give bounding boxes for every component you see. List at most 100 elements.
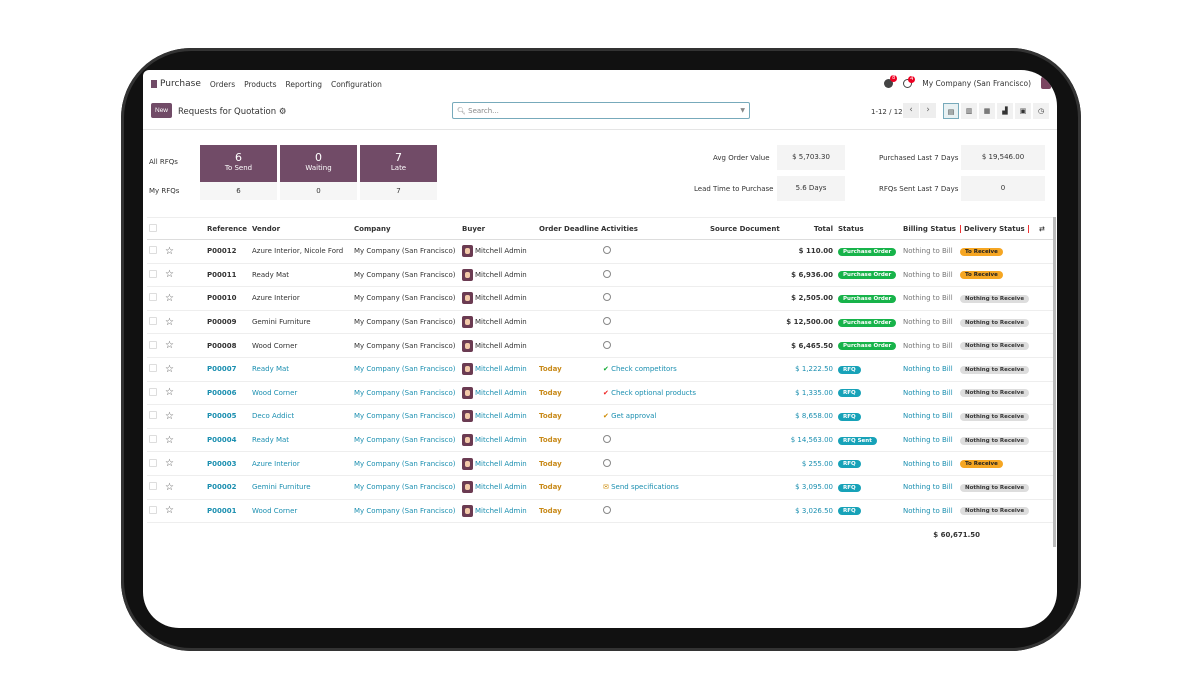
cell-activity[interactable]: Send specifications xyxy=(611,483,679,492)
menu-products[interactable]: Products xyxy=(244,79,277,89)
my-to-send[interactable]: 6 xyxy=(200,182,277,200)
header-order-deadline[interactable]: Order Deadline xyxy=(539,224,599,233)
my-late[interactable]: 7 xyxy=(360,182,437,200)
header-delivery-status[interactable]: Delivery Status xyxy=(960,224,1029,233)
cell-reference[interactable]: P00002 xyxy=(207,483,237,492)
menu-configuration[interactable]: Configuration xyxy=(330,79,382,89)
table-row[interactable]: ☆ P00005 Deco Addict My Company (San Fra… xyxy=(147,405,1053,429)
cell-reference[interactable]: P00011 xyxy=(207,270,237,279)
row-checkbox[interactable] xyxy=(149,387,157,396)
previous-page-button[interactable]: ‹ xyxy=(903,103,919,118)
caret-down-icon[interactable]: ▼ xyxy=(740,107,745,114)
priority-star-icon[interactable]: ☆ xyxy=(165,269,174,281)
cell-reference[interactable]: P00009 xyxy=(207,318,237,327)
table-row[interactable]: ☆ P00003 Azure Interior My Company (San … xyxy=(147,452,1053,476)
cell-activity[interactable]: Check competitors xyxy=(611,365,677,374)
cell-reference[interactable]: P00001 xyxy=(207,506,237,515)
row-checkbox[interactable] xyxy=(149,482,157,491)
clock-icon[interactable] xyxy=(603,317,611,326)
row-checkbox[interactable] xyxy=(149,458,157,467)
priority-star-icon[interactable]: ☆ xyxy=(165,434,174,446)
priority-star-icon[interactable]: ☆ xyxy=(165,481,174,493)
row-checkbox[interactable] xyxy=(149,435,157,444)
cell-reference[interactable]: P00012 xyxy=(207,247,237,256)
table-row[interactable]: ☆ P00010 Azure Interior My Company (San … xyxy=(147,287,1053,311)
scrollbar[interactable] xyxy=(1053,217,1056,547)
table-row[interactable]: ☆ P00009 Gemini Furniture My Company (Sa… xyxy=(147,311,1053,335)
graph-view-button[interactable]: ▟ xyxy=(997,103,1013,119)
menu-reporting[interactable]: Reporting xyxy=(285,79,322,89)
priority-star-icon[interactable]: ☆ xyxy=(165,245,174,257)
new-button[interactable]: New xyxy=(151,103,173,118)
messages-icon[interactable]: 8 xyxy=(884,74,898,88)
envelope-icon[interactable]: ✉ xyxy=(603,483,609,492)
row-checkbox[interactable] xyxy=(149,340,157,349)
cell-reference[interactable]: P00008 xyxy=(207,341,237,350)
clock-icon[interactable] xyxy=(603,246,611,255)
table-row[interactable]: ☆ P00007 Ready Mat My Company (San Franc… xyxy=(147,358,1053,382)
app-menu-purchase[interactable]: Purchase xyxy=(151,79,201,89)
row-checkbox[interactable] xyxy=(149,246,157,255)
row-checkbox[interactable] xyxy=(149,505,157,514)
list-view-button[interactable]: ▤ xyxy=(943,103,959,119)
clock-icon[interactable] xyxy=(603,269,611,278)
header-company[interactable]: Company xyxy=(354,224,391,233)
priority-star-icon[interactable]: ☆ xyxy=(165,363,174,375)
table-row[interactable]: ☆ P00002 Gemini Furniture My Company (Sa… xyxy=(147,476,1053,500)
user-avatar[interactable] xyxy=(1041,77,1051,89)
header-reference[interactable]: Reference xyxy=(207,224,248,233)
clock-icon[interactable] xyxy=(603,293,611,302)
optional-columns-icon[interactable]: ⇄ xyxy=(1039,224,1045,233)
table-row[interactable]: ☆ P00006 Wood Corner My Company (San Fra… xyxy=(147,382,1053,406)
table-row[interactable]: ☆ P00008 Wood Corner My Company (San Fra… xyxy=(147,334,1053,358)
header-buyer[interactable]: Buyer xyxy=(462,224,486,233)
menu-orders[interactable]: Orders xyxy=(209,79,236,89)
priority-star-icon[interactable]: ☆ xyxy=(165,340,174,352)
table-row[interactable]: ☆ P00001 Wood Corner My Company (San Fra… xyxy=(147,500,1053,524)
check-icon[interactable]: ✔ xyxy=(603,365,609,374)
activity-view-button[interactable]: ◷ xyxy=(1033,103,1049,119)
priority-star-icon[interactable]: ☆ xyxy=(165,387,174,399)
priority-star-icon[interactable]: ☆ xyxy=(165,292,174,304)
table-row[interactable]: ☆ P00011 Ready Mat My Company (San Franc… xyxy=(147,264,1053,288)
header-status[interactable]: Status xyxy=(838,224,864,233)
cell-reference[interactable]: P00004 xyxy=(207,436,237,445)
header-activities[interactable]: Activities xyxy=(601,224,638,233)
clock-icon[interactable] xyxy=(603,435,611,444)
cell-reference[interactable]: P00005 xyxy=(207,412,237,421)
tile-to-send[interactable]: 6 To Send xyxy=(200,145,277,182)
row-checkbox[interactable] xyxy=(149,364,157,373)
tile-late[interactable]: 7 Late xyxy=(360,145,437,182)
cell-activity[interactable]: Get approval xyxy=(611,412,657,421)
tile-waiting[interactable]: 0 Waiting xyxy=(280,145,357,182)
cell-reference[interactable]: P00007 xyxy=(207,365,237,374)
clock-icon[interactable] xyxy=(603,505,611,514)
cell-reference[interactable]: P00003 xyxy=(207,459,237,468)
table-row[interactable]: ☆ P00012 Azure Interior, Nicole Ford My … xyxy=(147,240,1053,264)
cell-reference[interactable]: P00010 xyxy=(207,294,237,303)
header-source-document[interactable]: Source Document xyxy=(710,224,780,233)
kanban-view-button[interactable]: ▥ xyxy=(961,103,977,119)
search-input[interactable]: 🔍︎ Search... ▼ xyxy=(452,102,750,119)
check-icon[interactable]: ✔ xyxy=(603,388,609,397)
table-row[interactable]: ☆ P00004 Ready Mat My Company (San Franc… xyxy=(147,429,1053,453)
header-total[interactable]: Total xyxy=(813,224,833,233)
select-all-checkbox[interactable] xyxy=(149,223,157,232)
my-waiting[interactable]: 0 xyxy=(280,182,357,200)
cell-reference[interactable]: P00006 xyxy=(207,388,237,397)
header-vendor[interactable]: Vendor xyxy=(252,224,281,233)
priority-star-icon[interactable]: ☆ xyxy=(165,316,174,328)
activities-clock-icon[interactable]: 4 xyxy=(903,75,916,88)
row-checkbox[interactable] xyxy=(149,269,157,278)
calendar-view-button[interactable]: ▣ xyxy=(1015,103,1031,119)
priority-star-icon[interactable]: ☆ xyxy=(165,410,174,422)
clock-icon[interactable] xyxy=(603,340,611,349)
priority-star-icon[interactable]: ☆ xyxy=(165,458,174,470)
cell-activity[interactable]: Check optional products xyxy=(611,388,697,397)
next-page-button[interactable]: › xyxy=(920,103,936,118)
header-billing-status[interactable]: Billing Status xyxy=(903,224,956,233)
row-checkbox[interactable] xyxy=(149,411,157,420)
pager-value[interactable]: 1-12 / 12 xyxy=(871,108,903,116)
row-checkbox[interactable] xyxy=(149,317,157,326)
pivot-view-button[interactable]: ▦ xyxy=(979,103,995,119)
